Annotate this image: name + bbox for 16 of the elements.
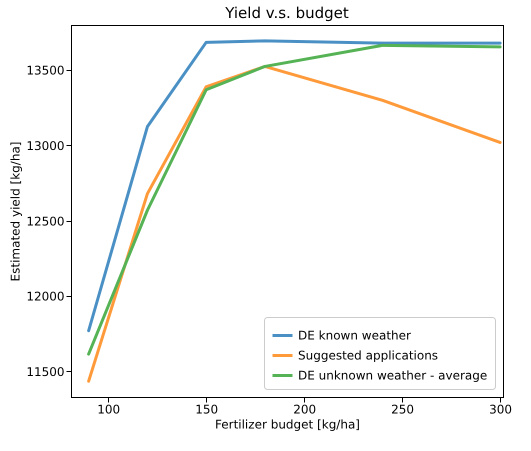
chart-title: Yield v.s. budget [224, 4, 349, 22]
x-axis-title: Fertilizer budget [kg/ha] [215, 418, 360, 432]
x-tick-label: 200 [293, 402, 316, 416]
y-tick-label: 12000 [26, 290, 64, 304]
y-tick-label: 13000 [26, 138, 64, 153]
x-tick-label: 100 [97, 402, 120, 416]
x-tick-label: 250 [391, 402, 414, 416]
legend-label: DE known weather [298, 328, 412, 342]
legend-label: DE unknown weather - average [298, 368, 488, 382]
y-tick-label: 11500 [26, 364, 64, 379]
y-axis-title: Estimated yield [kg/ha] [8, 142, 22, 282]
y-tick-label: 13500 [26, 64, 64, 78]
y-tick-label: 12500 [26, 214, 64, 228]
x-tick-label: 300 [489, 402, 512, 416]
legend-label: Suggested applications [298, 348, 438, 362]
x-tick-label: 150 [195, 402, 218, 416]
